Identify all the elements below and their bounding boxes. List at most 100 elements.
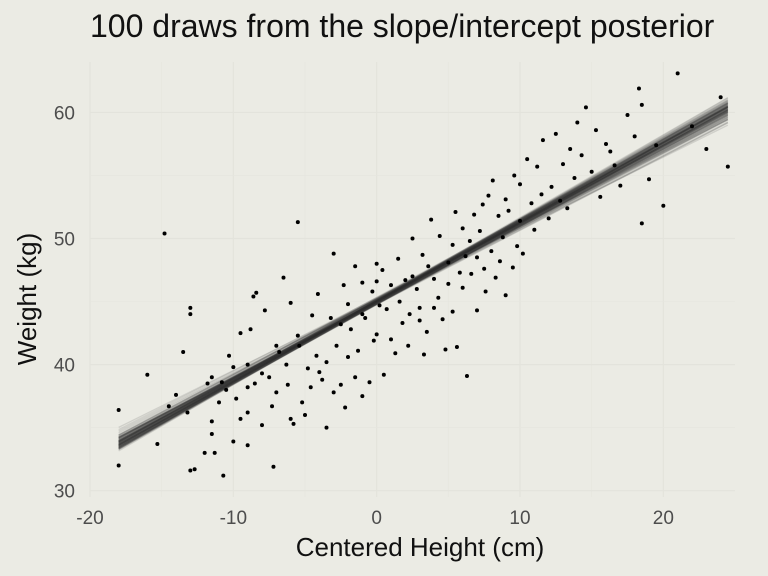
data-point [424, 329, 429, 334]
data-point [443, 347, 448, 352]
data-point [654, 143, 659, 148]
data-point [166, 404, 171, 409]
data-point [221, 473, 226, 478]
data-point [162, 231, 167, 236]
data-point [565, 206, 570, 211]
data-point [475, 308, 479, 313]
posterior-draw-line [118, 105, 729, 450]
data-point [500, 235, 505, 240]
data-point [397, 299, 402, 304]
data-point [377, 303, 382, 308]
x-tick-label: -10 [220, 508, 247, 529]
data-point [346, 355, 350, 360]
data-point [384, 307, 389, 312]
data-point [353, 375, 358, 380]
posterior-draw-line [118, 108, 729, 446]
data-point [212, 450, 217, 455]
data-point [453, 210, 458, 215]
data-point [360, 280, 365, 285]
data-point [371, 338, 376, 343]
data-point [155, 442, 160, 447]
posterior-draw-line [118, 109, 729, 447]
data-point [343, 405, 348, 410]
posterior-draw-line [118, 108, 729, 444]
data-point [224, 387, 229, 392]
data-point [618, 183, 623, 188]
posterior-draw-line [118, 106, 729, 447]
posterior-draw-line [118, 111, 729, 440]
data-point [518, 182, 522, 187]
posterior-draw-line [118, 105, 729, 447]
data-point [346, 302, 350, 307]
data-point [583, 105, 588, 110]
y-tick-label: 60 [54, 103, 75, 124]
data-point [477, 228, 482, 233]
data-point [436, 295, 441, 300]
data-point [245, 443, 250, 448]
x-tick-label: 20 [653, 508, 674, 529]
posterior-draw-line [118, 110, 729, 442]
data-point [209, 419, 214, 424]
posterior-draw-line [118, 109, 729, 442]
data-point [217, 400, 221, 405]
data-point [260, 371, 264, 376]
data-point [535, 164, 540, 169]
data-point [589, 169, 594, 174]
data-point [324, 425, 329, 430]
posterior-draw-line [118, 101, 729, 450]
data-point [396, 256, 401, 261]
posterior-draw-line [118, 122, 729, 439]
data-point [553, 131, 558, 136]
data-point [374, 332, 379, 337]
data-point [532, 227, 537, 232]
data-point [460, 285, 465, 290]
y-tick-label: 50 [54, 230, 75, 251]
data-point [450, 309, 455, 314]
posterior-draw-line [118, 102, 729, 447]
data-point [400, 321, 405, 325]
data-point [356, 348, 361, 353]
posterior-draw-line [118, 103, 729, 444]
data-point [245, 385, 250, 390]
data-point [450, 242, 455, 247]
posterior-draw-line [118, 106, 729, 442]
data-point [288, 300, 293, 305]
data-point [145, 372, 150, 377]
data-point [324, 360, 329, 365]
posterior-draw-line [118, 108, 729, 442]
data-point [539, 192, 544, 197]
data-point [252, 381, 257, 386]
data-point [718, 95, 723, 100]
data-point [360, 394, 365, 399]
data-point [238, 416, 243, 421]
chart-title: 100 draws from the slope/intercept poste… [90, 8, 715, 44]
posterior-draw-line [118, 107, 729, 441]
data-point [305, 366, 310, 371]
posterior-draw-line [118, 119, 729, 439]
data-point [512, 173, 517, 178]
posterior-draw-line [118, 112, 729, 445]
posterior-draw-line [118, 107, 729, 444]
data-point [486, 193, 491, 198]
data-point [549, 184, 554, 189]
data-point [315, 292, 320, 296]
data-point [303, 413, 307, 418]
posterior-draw-line [118, 124, 729, 429]
data-point [334, 343, 339, 348]
data-point [540, 138, 545, 143]
data-point [469, 271, 474, 276]
data-point [260, 423, 264, 428]
data-point [288, 416, 293, 421]
data-point [572, 176, 577, 180]
posterior-draw-line [118, 108, 729, 448]
data-point [188, 468, 193, 473]
data-point [219, 380, 224, 385]
data-point [209, 375, 214, 380]
data-point [515, 244, 520, 249]
posterior-draw-line [118, 105, 729, 446]
data-point [690, 124, 694, 129]
posterior-draw-line [118, 109, 729, 448]
posterior-draw-line [118, 99, 729, 449]
data-point [417, 318, 422, 323]
